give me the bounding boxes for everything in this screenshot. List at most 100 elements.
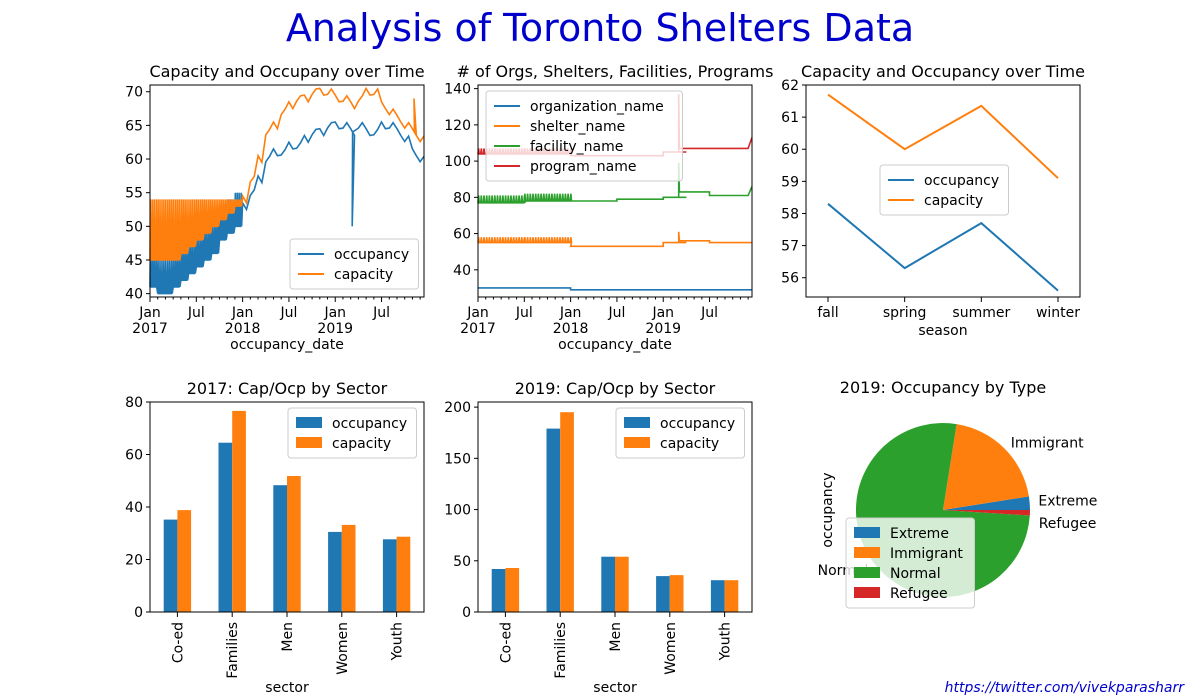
legend-swatch: [854, 587, 880, 598]
bar-occupancy: [710, 580, 725, 612]
pie-label-Immigrant: Immigrant: [1011, 435, 1084, 451]
y-tick-label: 55: [125, 186, 143, 202]
bar-capacity: [341, 524, 356, 612]
x-tick-label: Men: [280, 622, 296, 652]
x-tick-label: Women: [335, 622, 351, 675]
x-tick-label: Jul: [700, 305, 718, 321]
x-tick-label: 2017: [132, 321, 168, 337]
y-tick-label: 120: [444, 118, 471, 134]
y-tick-label: 0: [462, 605, 471, 621]
chart-season: Capacity and Occupancy over Time fall spri…: [781, 62, 1085, 339]
axes-frame-4: [477, 401, 753, 613]
bar-occupancy: [218, 442, 233, 612]
y-tick-label: 61: [781, 110, 799, 126]
chart-title-2: Capacity and Occupancy over Time: [801, 62, 1085, 81]
bar-occupancy: [546, 428, 561, 612]
legend-label: occupancy: [660, 416, 735, 432]
bar-capacity: [232, 410, 246, 612]
legend-box-2: [879, 164, 1009, 216]
legend-swatch: [854, 527, 880, 538]
series-line-capacity: [827, 93, 1059, 179]
legend-label: occupancy: [334, 247, 409, 263]
legend-label: organization_name: [530, 99, 664, 115]
x-tick-label: Co-ed: [498, 622, 514, 663]
x-axis-label: season: [918, 323, 967, 339]
x-tick-label: fall: [817, 305, 838, 321]
series-line-occupancy: [149, 120, 425, 295]
legend-swatch: [624, 437, 650, 448]
legend-box-1: [485, 90, 683, 182]
y-tick-label: 58: [781, 206, 799, 222]
x-tick-label: spring: [883, 305, 927, 321]
legend-label: Extreme: [890, 526, 949, 542]
legend-label: capacity: [334, 267, 393, 283]
x-tick-label: Jan: [138, 305, 161, 321]
y-tick-label: 62: [781, 78, 799, 94]
legend-label: shelter_name: [530, 119, 625, 135]
y-tick-label: 59: [781, 174, 799, 190]
y-tick-label: 60: [781, 142, 799, 158]
x-tick-label: Jul: [187, 305, 205, 321]
x-tick-label: Jul: [372, 305, 390, 321]
axes-frame-1: [477, 84, 753, 298]
bar-occupancy: [491, 569, 506, 612]
y-tick-label: 140: [444, 82, 471, 98]
x-tick-label: Jul: [607, 305, 625, 321]
axes-frame-2: [805, 84, 1081, 298]
x-tick-label: Jan: [651, 305, 674, 321]
legend-swatch: [854, 547, 880, 558]
bar-capacity: [724, 580, 739, 612]
legend-label: Immigrant: [890, 546, 963, 562]
x-tick-label: summer: [952, 305, 1010, 321]
bar-capacity: [505, 568, 520, 612]
x-tick-label: 2018: [225, 321, 261, 337]
bar-occupancy: [328, 531, 342, 612]
x-tick-label: Jan: [231, 305, 254, 321]
x-tick-label: 2017: [460, 321, 496, 337]
bar-occupancy: [601, 556, 615, 612]
y-tick-label: 80: [453, 190, 471, 206]
x-tick-label: winter: [1036, 305, 1080, 321]
series-line-occupancy: [827, 203, 1059, 292]
bar-capacity: [669, 575, 684, 612]
y-tick-label: 40: [453, 263, 471, 279]
x-axis-label: sector: [593, 680, 637, 696]
x-tick-label: 2019: [317, 321, 353, 337]
x-tick-label: 2019: [645, 321, 681, 337]
y-tick-label: 20: [125, 553, 143, 569]
legend-label: capacity: [332, 436, 391, 452]
legend-box-5: [845, 517, 975, 609]
bar-capacity: [560, 412, 574, 612]
legend-swatch: [854, 567, 880, 578]
bar-capacity: [287, 476, 301, 612]
y-tick-label: 45: [125, 253, 143, 269]
bar-occupancy: [273, 485, 287, 612]
pie-slice-Immigrant: [943, 424, 1029, 510]
x-tick-label: Jul: [279, 305, 297, 321]
x-tick-label: Jan: [323, 305, 346, 321]
series-line-organization_name: [478, 287, 752, 291]
legend-swatch: [624, 417, 650, 428]
chart-time-capacity-occupancy: Capacity and Occupany over TimeJan2017Ju…: [125, 62, 425, 353]
x-tick-label: Families: [225, 622, 241, 679]
credit-link[interactable]: https://twitter.com/vivekparasharr: [944, 680, 1184, 696]
legend-label: occupancy: [924, 173, 999, 189]
y-tick-label: 80: [125, 395, 143, 411]
y-tick-label: 100: [444, 503, 471, 519]
legend-label: capacity: [660, 436, 719, 452]
x-tick-label: Co-ed: [170, 622, 186, 663]
chart-title-1: # of Orgs, Shelters, Facilities, Program…: [457, 62, 774, 81]
bar-occupancy: [163, 519, 178, 612]
legend-label: occupancy: [332, 416, 407, 432]
legend-box-0: [289, 238, 419, 290]
y-tick-label: 40: [125, 287, 143, 303]
series-line-facility_name: [477, 162, 753, 204]
legend-label: program_name: [530, 159, 636, 175]
legend-swatch: [296, 417, 322, 428]
y-tick-label: 60: [125, 448, 143, 464]
pie-label-Refugee: Refugee: [1039, 516, 1097, 532]
x-tick-label: Youth: [718, 622, 734, 662]
figure-title: Analysis of Toronto Shelters Data: [285, 6, 915, 50]
x-tick-label: Families: [553, 622, 569, 679]
